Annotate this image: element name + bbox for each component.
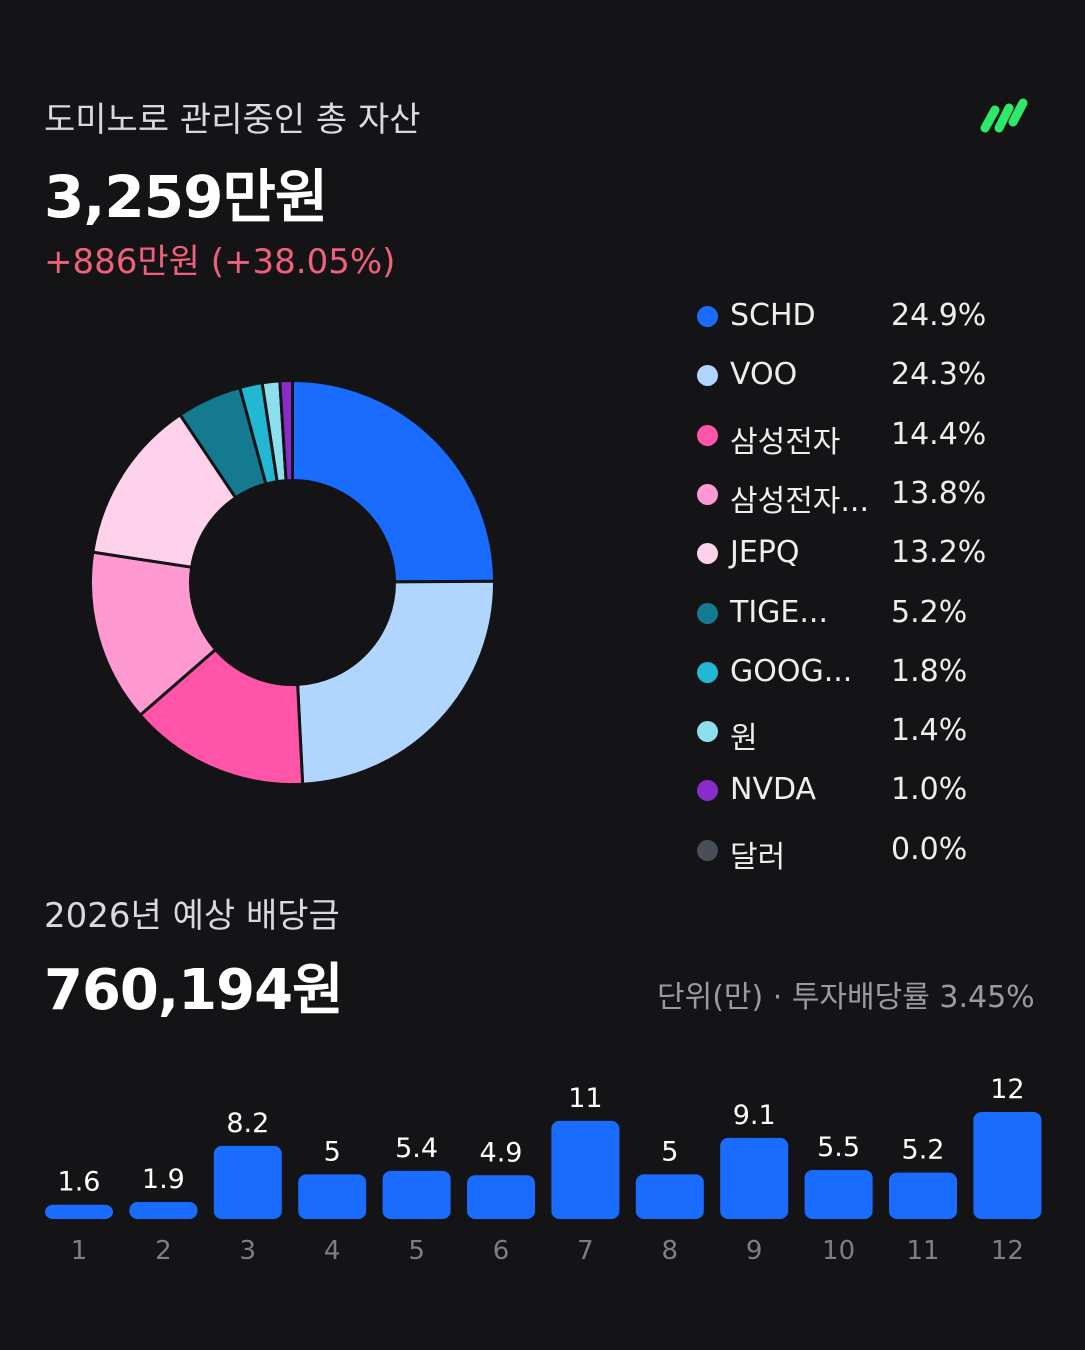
dividend-bar-month-10 (804, 1169, 873, 1219)
dividend-bar-label: 11 (568, 1083, 602, 1114)
legend-color-dot (697, 424, 718, 446)
dividend-bar-label: 5.5 (817, 1132, 860, 1163)
legend-name: JEPQ (730, 535, 800, 571)
donut-slice-3 (138, 647, 305, 786)
total-assets-change: +886만원 (+38.05%) (44, 242, 396, 282)
dividend-total: 760,194원 (44, 958, 344, 1023)
legend-color-dot (697, 721, 718, 743)
total-assets-value: 3,259만원 (44, 163, 328, 231)
dividend-bar-label: 8.2 (226, 1108, 269, 1139)
legend-name: 삼성전자... (730, 483, 870, 519)
legend-color-dot (697, 661, 718, 683)
legend-color-dot (697, 543, 718, 565)
legend-color-dot (697, 780, 718, 802)
dividend-bar-month-11 (889, 1172, 957, 1219)
legend-percent: 1.8% (891, 653, 968, 689)
legend-item: TIGE... 5.2% (694, 595, 1054, 635)
legend-percent: 24.3% (891, 357, 987, 393)
legend-name: 원 (730, 721, 758, 757)
legend-percent: 1.4% (891, 713, 968, 749)
dividend-bar-label: 5 (661, 1136, 678, 1167)
legend-name: TIGE... (730, 594, 828, 630)
legend-name: GOOG... (730, 653, 853, 689)
dividend-bar-label: 9.1 (733, 1100, 776, 1131)
month-tick-label: 5 (408, 1236, 425, 1266)
legend-percent: 13.2% (891, 535, 987, 571)
dividend-bar-label: 1.9 (142, 1164, 185, 1195)
dividend-bar-month-12 (973, 1112, 1042, 1219)
dividend-bar-month-2 (129, 1202, 198, 1219)
legend-percent: 13.8% (891, 475, 987, 511)
legend-color-dot (697, 839, 718, 861)
month-tick-label: 9 (746, 1236, 763, 1266)
legend-item: SCHD 24.9% (694, 298, 1054, 338)
month-tick-label: 11 (906, 1236, 939, 1266)
dividend-bar-month-3 (213, 1145, 282, 1219)
legend-name: NVDA (730, 772, 817, 808)
legend-item: VOO 24.3% (694, 357, 1054, 397)
legend-item: JEPQ 13.2% (694, 535, 1054, 575)
dividend-bar-label: 5 (324, 1136, 341, 1167)
dividend-title: 2026년 예상 배당금 (44, 896, 340, 936)
dividend-bar-month-8 (635, 1174, 704, 1219)
legend-item: 삼성전자... 13.8% (694, 475, 1054, 519)
dividend-bar-month-6 (467, 1175, 535, 1219)
month-tick-label: 7 (577, 1236, 594, 1266)
monthly-dividend-bar-chart: 1.6 1 1.9 2 8.2 3 5 4 5.4 5 4.9 6 11 7 5 8 9.1 9 5.5 10 5.2 1… (45, 1074, 1042, 1266)
legend-color-dot (697, 602, 718, 624)
legend-color-dot (697, 483, 718, 505)
month-tick-label: 3 (240, 1236, 257, 1266)
legend-percent: 14.4% (891, 416, 987, 452)
dividend-bar-month-9 (720, 1137, 789, 1219)
legend-name: VOO (730, 357, 798, 393)
dividend-bar-month-5 (382, 1170, 451, 1219)
legend-color-dot (697, 365, 718, 387)
legend-percent: 1.0% (891, 772, 968, 808)
dividend-bar-label: 4.9 (480, 1137, 523, 1168)
month-tick-label: 6 (493, 1236, 510, 1266)
legend-name: 삼성전자 (730, 424, 841, 460)
legend-item: 달러 0.0% (694, 831, 1054, 875)
legend-item: GOOG... 1.8% (694, 654, 1054, 694)
month-tick-label: 10 (822, 1236, 855, 1266)
month-tick-label: 8 (662, 1236, 679, 1266)
legend-name: SCHD (730, 298, 816, 333)
month-tick-label: 4 (324, 1236, 341, 1266)
dividend-bar-month-7 (551, 1120, 620, 1219)
dividend-bar-label: 5.2 (902, 1135, 945, 1166)
total-assets-title: 도미노로 관리중인 총 자산 (44, 100, 421, 140)
donut-slice-2 (296, 579, 496, 786)
month-tick-label: 2 (155, 1236, 172, 1266)
dividend-bar-month-1 (45, 1204, 113, 1219)
dividend-bar-label: 1.6 (58, 1167, 101, 1198)
legend-percent: 24.9% (891, 298, 987, 333)
legend-item: 원 1.4% (694, 713, 1054, 756)
donut-slice-9 (278, 378, 294, 483)
legend-item: NVDA 1.0% (694, 772, 1054, 812)
legend-percent: 5.2% (891, 594, 968, 630)
month-tick-label: 1 (71, 1236, 88, 1266)
legend-item: 삼성전자 14.4% (694, 416, 1054, 460)
legend-name: 달러 (730, 839, 786, 875)
legend-percent: 0.0% (891, 831, 968, 867)
dividend-subtitle: 단위(만) · 투자배당률 3.45% (657, 980, 1035, 1015)
allocation-donut-chart (89, 378, 497, 786)
dividend-bar-label: 5.4 (395, 1133, 438, 1164)
dividend-bar-month-4 (298, 1174, 367, 1219)
donut-slice-1 (291, 378, 497, 584)
legend-color-dot (697, 306, 718, 327)
dividend-bar-label: 12 (990, 1074, 1024, 1105)
month-tick-label: 12 (991, 1236, 1024, 1266)
domino-logo-icon (980, 98, 1028, 133)
